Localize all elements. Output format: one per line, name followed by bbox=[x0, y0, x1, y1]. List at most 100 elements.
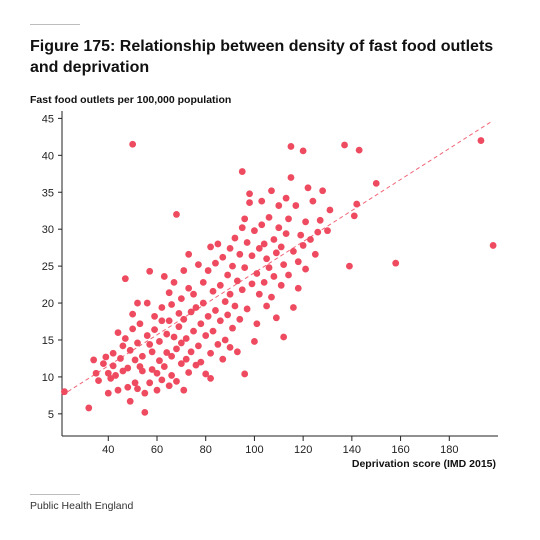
data-point bbox=[100, 360, 107, 368]
data-point bbox=[141, 389, 149, 397]
source-credit: Public Health England bbox=[30, 500, 134, 512]
data-point bbox=[163, 349, 171, 356]
data-point bbox=[190, 290, 197, 298]
bottom-divider bbox=[30, 494, 80, 495]
data-point bbox=[185, 369, 193, 376]
data-point bbox=[90, 356, 98, 364]
data-point bbox=[238, 224, 246, 232]
data-point bbox=[182, 355, 190, 363]
data-point bbox=[173, 211, 180, 218]
data-point bbox=[304, 184, 312, 192]
data-point bbox=[233, 348, 241, 356]
data-point bbox=[299, 147, 307, 155]
data-point bbox=[392, 259, 400, 267]
data-point bbox=[173, 345, 180, 353]
x-tick-label: 180 bbox=[440, 444, 458, 456]
data-point bbox=[353, 200, 361, 208]
data-point bbox=[243, 239, 251, 246]
data-point bbox=[158, 317, 166, 325]
data-point bbox=[151, 326, 158, 334]
data-point bbox=[156, 357, 163, 365]
data-point bbox=[85, 404, 93, 412]
data-point bbox=[231, 234, 239, 242]
data-point bbox=[180, 315, 188, 323]
data-point bbox=[126, 397, 134, 405]
data-point bbox=[292, 202, 300, 209]
data-point bbox=[143, 299, 151, 307]
data-point bbox=[168, 352, 176, 360]
data-point bbox=[207, 243, 214, 251]
data-point bbox=[129, 310, 137, 318]
data-point bbox=[195, 342, 202, 350]
data-point bbox=[199, 299, 207, 307]
data-point bbox=[253, 270, 261, 277]
data-point bbox=[226, 244, 234, 252]
data-point bbox=[102, 353, 110, 361]
y-tick-label: 40 bbox=[42, 150, 54, 162]
data-point bbox=[226, 343, 234, 351]
data-point bbox=[131, 356, 139, 364]
data-point bbox=[224, 311, 232, 319]
data-point bbox=[165, 289, 173, 297]
data-point bbox=[124, 383, 132, 391]
top-divider bbox=[30, 24, 80, 25]
data-point bbox=[268, 187, 275, 195]
data-point bbox=[346, 262, 353, 270]
data-point bbox=[136, 320, 144, 328]
data-point bbox=[146, 267, 154, 275]
data-point bbox=[92, 369, 100, 377]
data-point bbox=[275, 224, 283, 232]
data-point bbox=[170, 278, 178, 286]
data-point bbox=[138, 367, 146, 375]
data-point bbox=[165, 317, 173, 325]
data-point bbox=[341, 141, 348, 149]
data-point bbox=[309, 197, 317, 205]
data-point bbox=[204, 312, 212, 320]
data-point bbox=[319, 187, 327, 195]
data-point bbox=[104, 389, 112, 397]
data-point bbox=[202, 370, 210, 378]
x-tick-label: 140 bbox=[343, 444, 361, 456]
data-point bbox=[272, 314, 280, 322]
data-point bbox=[246, 199, 253, 206]
data-point bbox=[477, 137, 485, 144]
data-point bbox=[214, 341, 222, 348]
data-point bbox=[489, 242, 497, 249]
data-point bbox=[255, 290, 263, 298]
y-axis-label: Fast food outlets per 100,000 population bbox=[30, 94, 232, 106]
data-point bbox=[170, 333, 178, 341]
data-point bbox=[153, 369, 161, 377]
data-point bbox=[219, 253, 227, 261]
data-point bbox=[107, 374, 115, 382]
data-point bbox=[263, 302, 271, 310]
data-point bbox=[302, 265, 309, 273]
y-tick-label: 25 bbox=[42, 261, 54, 273]
data-point bbox=[241, 264, 249, 271]
y-tick-label: 20 bbox=[42, 298, 54, 310]
data-point bbox=[219, 355, 227, 363]
data-point bbox=[175, 309, 183, 317]
data-point bbox=[236, 250, 244, 258]
data-point bbox=[197, 320, 205, 328]
data-point bbox=[129, 140, 137, 148]
data-point bbox=[141, 408, 149, 416]
data-point bbox=[216, 281, 224, 289]
data-point bbox=[255, 244, 263, 252]
data-point bbox=[134, 385, 141, 393]
y-tick-label: 35 bbox=[42, 187, 54, 199]
data-point bbox=[238, 286, 246, 294]
data-point bbox=[175, 323, 183, 331]
data-point bbox=[173, 377, 180, 385]
data-point bbox=[114, 329, 122, 336]
data-point bbox=[280, 333, 288, 341]
data-point bbox=[248, 252, 256, 260]
data-point bbox=[229, 324, 236, 332]
data-point bbox=[275, 202, 283, 209]
data-point bbox=[168, 301, 176, 308]
data-point bbox=[294, 258, 302, 266]
y-tick-label: 30 bbox=[42, 224, 54, 236]
data-point bbox=[253, 320, 261, 328]
data-point bbox=[119, 342, 127, 350]
y-tick-label: 45 bbox=[42, 113, 54, 125]
